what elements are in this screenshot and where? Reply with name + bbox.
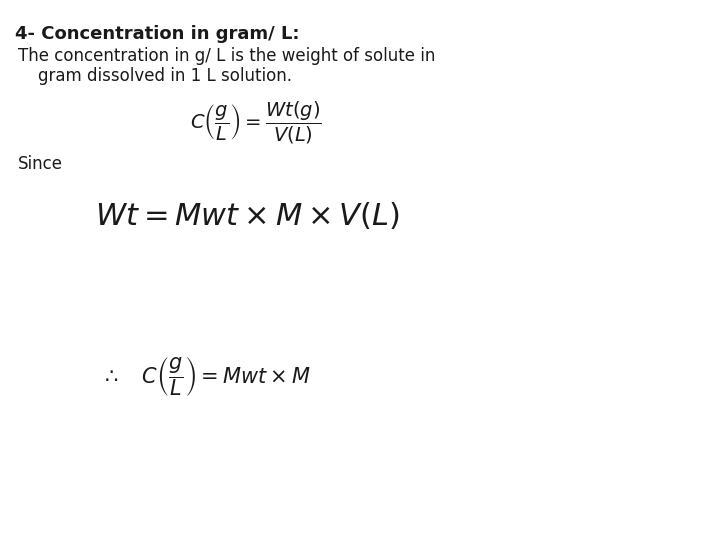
Text: $C\left(\dfrac{g}{L}\right) = \dfrac{Wt(g)}{V(L)}$: $C\left(\dfrac{g}{L}\right) = \dfrac{Wt(… xyxy=(190,100,322,146)
Text: $Wt = Mwt \times M \times V(L)$: $Wt = Mwt \times M \times V(L)$ xyxy=(95,200,400,231)
Text: Since: Since xyxy=(18,155,63,173)
Text: $\therefore \quad C\left(\dfrac{g}{L}\right) = Mwt \times M$: $\therefore \quad C\left(\dfrac{g}{L}\ri… xyxy=(100,355,311,398)
Text: 4- Concentration in gram/ L:: 4- Concentration in gram/ L: xyxy=(15,25,300,43)
Text: The concentration in g/ L is the weight of solute in: The concentration in g/ L is the weight … xyxy=(18,47,436,65)
Text: gram dissolved in 1 L solution.: gram dissolved in 1 L solution. xyxy=(38,67,292,85)
